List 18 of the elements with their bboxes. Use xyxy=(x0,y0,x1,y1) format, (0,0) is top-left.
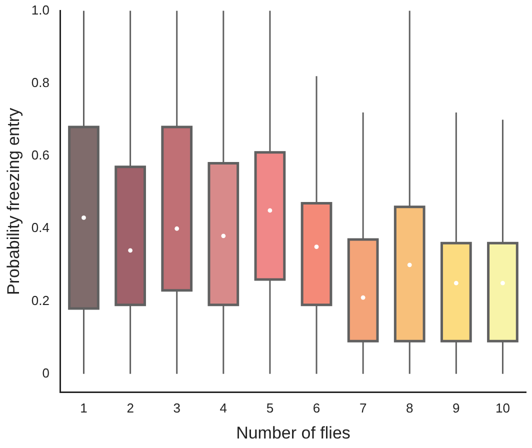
x-tick-label: 3 xyxy=(173,400,180,416)
x-tick-label: 7 xyxy=(359,400,367,416)
x-tick-label: 5 xyxy=(266,400,274,416)
x-axis-title: Number of flies xyxy=(236,423,350,442)
x-tick-label: 1 xyxy=(80,400,88,416)
x-tick-label: 9 xyxy=(452,400,460,416)
y-tick-label: 1.0 xyxy=(31,2,50,18)
y-tick-label: 0 xyxy=(42,365,50,380)
y-axis-title: Probability freezing entry xyxy=(4,107,23,295)
y-tick-label: 0.4 xyxy=(31,220,50,236)
x-tick-label: 2 xyxy=(126,400,134,416)
y-tick-label: 0.2 xyxy=(31,292,50,308)
x-tick-label: 4 xyxy=(220,400,228,416)
y-tick-label: 0.8 xyxy=(31,74,50,90)
x-tick-label: 6 xyxy=(312,400,320,416)
x-tick-label: 8 xyxy=(406,400,414,416)
x-tick-label: 10 xyxy=(495,400,510,416)
y-tick-label: 0.6 xyxy=(31,148,50,163)
